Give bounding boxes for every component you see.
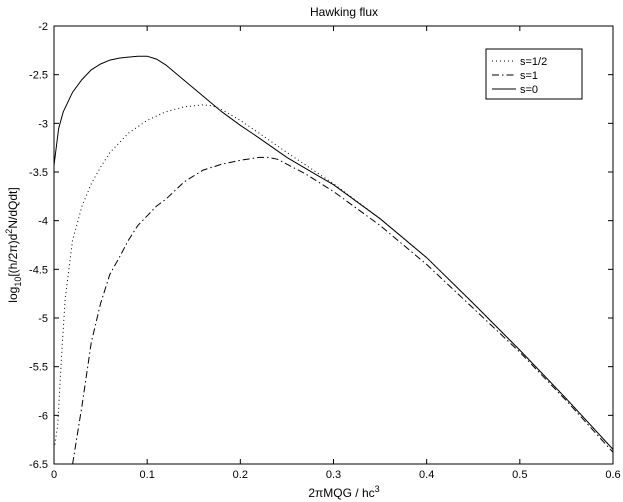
x-axis: 0 0.1 0.2 0.3 0.4 0.5 0.6 <box>51 26 621 481</box>
y-tick-label: -2.5 <box>29 70 48 82</box>
y-tick-label: -5.5 <box>29 362 48 374</box>
y-tick-label: -4 <box>38 216 48 228</box>
y-tick-label: -4.5 <box>29 264 48 276</box>
legend-label: s=1/2 <box>520 56 547 68</box>
series-layer <box>53 55 614 465</box>
y-tick-label: -3 <box>38 118 48 130</box>
x-tick-label: 0.4 <box>419 469 434 481</box>
legend-label: s=1 <box>520 70 538 82</box>
y-tick-label: -6.5 <box>29 459 48 471</box>
y-tick-label: -6 <box>38 410 48 422</box>
chart-title: Hawking flux <box>310 5 378 19</box>
y-tick-label: -2 <box>38 21 48 33</box>
x-axis-label: 2πMQG / hc3 <box>308 484 379 500</box>
legend-label: s=0 <box>520 84 538 96</box>
y-tick-label: -3.5 <box>29 167 48 179</box>
y-axis-label: log10[(h/2π)d2N/dQdt] <box>4 187 23 302</box>
x-tick-label: 0.1 <box>140 469 155 481</box>
y-axis: -6.5 -6 -5.5 -5 -4.5 -4 -3.5 -3 -2.5 -2 <box>29 21 613 471</box>
y-tick-label: -5 <box>38 313 48 325</box>
legend: s=1/2 s=1 s=0 <box>485 48 583 100</box>
x-tick-label: 0 <box>51 469 57 481</box>
x-tick-label: 0.5 <box>512 469 527 481</box>
x-tick-label: 0.3 <box>326 469 341 481</box>
x-tick-label: 0.2 <box>233 469 248 481</box>
series-line-solid <box>53 55 614 450</box>
x-tick-label: 0.6 <box>605 469 620 481</box>
legend-box <box>485 48 583 100</box>
